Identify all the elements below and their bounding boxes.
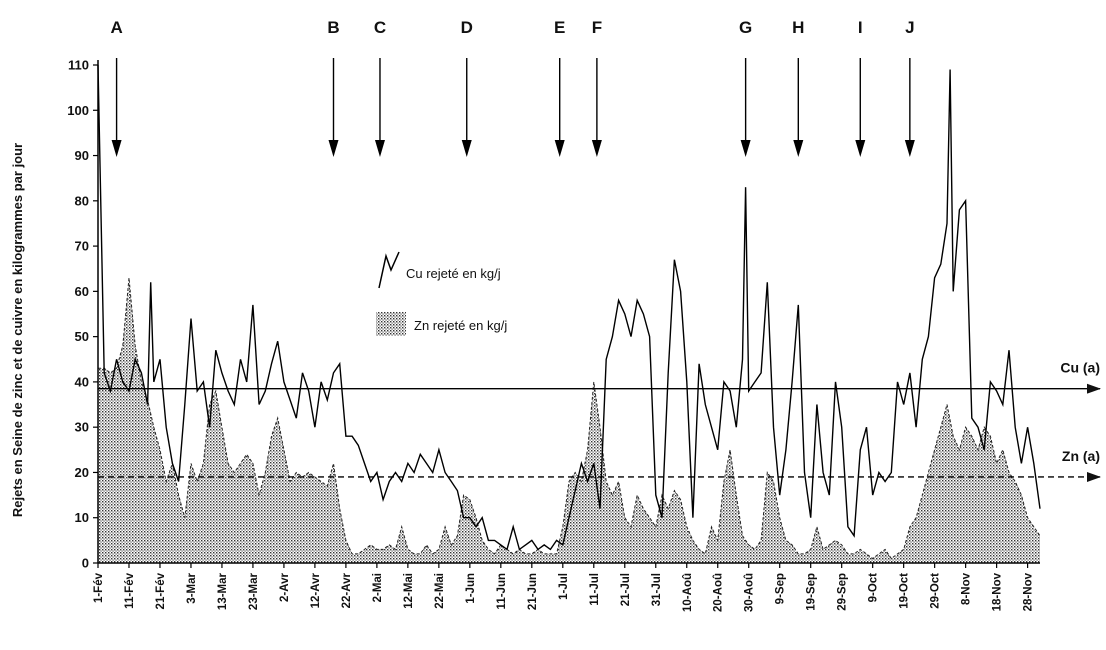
event-label: C — [374, 18, 386, 37]
y-axis-label: Rejets en Seine de zinc et de cuivre en … — [10, 143, 25, 517]
legend: Cu rejeté en kg/j Zn rejeté en kg/j — [376, 251, 507, 336]
legend-zn-swatch — [376, 312, 406, 336]
x-ticks: 1-Fév 11-Fév 21-Fév 3-Mar 13-Mar 23-Mar 2-Avr 1… — [93, 563, 1035, 612]
x-tick-label: 11-Jul — [589, 573, 601, 606]
x-tick-label: 3-Mar — [186, 572, 198, 603]
y-tick-label: 90 — [75, 148, 89, 163]
x-tick-label: 21-Jun — [527, 573, 539, 610]
x-tick-label: 10-Aoû — [682, 573, 694, 612]
x-tick-label: 18-Nov — [992, 572, 1004, 611]
x-tick-label: 2-Mai — [372, 573, 384, 602]
x-tick-label: 23-Mar — [248, 572, 260, 610]
event-arrow-head — [554, 140, 565, 157]
event-label: A — [110, 18, 122, 37]
x-tick-label: 11-Fév — [124, 572, 136, 608]
event-arrow-head — [111, 140, 122, 157]
y-tick-label: 0 — [82, 556, 89, 571]
event-label: B — [327, 18, 339, 37]
legend-cu-symbol — [378, 251, 400, 289]
plot-area: Cu (a) Zn (a) 0 10 20 30 40 50 60 70 80 90 100 110 1… — [67, 18, 1101, 612]
y-tick-label: 10 — [75, 510, 89, 525]
y-tick-label: 80 — [75, 193, 89, 208]
legend-zn-label: Zn rejeté en kg/j — [414, 318, 507, 333]
x-tick-label: 31-Jul — [651, 573, 663, 606]
y-tick-label: 40 — [75, 374, 89, 389]
x-tick-label: 28-Nov — [1023, 572, 1035, 611]
event-label: D — [461, 18, 473, 37]
event-arrow-head — [591, 140, 602, 157]
threshold-label: Zn (a) — [1062, 448, 1100, 464]
x-tick-label: 2-Avr — [279, 572, 291, 601]
y-tick-label: 60 — [75, 284, 89, 299]
event-arrow-head — [855, 140, 866, 157]
x-tick-label: 9-Oct — [868, 573, 880, 603]
x-tick-label: 19-Sep — [806, 573, 818, 611]
zn-series-area — [98, 277, 1040, 563]
x-tick-label: 1-Fév — [93, 572, 105, 603]
y-tick-label: 20 — [75, 465, 89, 480]
x-tick-label: 1-Jul — [558, 573, 570, 600]
event-markers: A B C D E F G H I J — [110, 18, 915, 157]
axes — [97, 60, 1040, 564]
x-tick-label: 22-Avr — [341, 572, 353, 608]
x-tick-label: 9-Sep — [775, 573, 787, 604]
event-arrow-head — [328, 140, 339, 157]
legend-cu-label: Cu rejeté en kg/j — [406, 266, 501, 281]
event-arrow-head — [461, 140, 472, 157]
x-tick-label: 29-Sep — [837, 573, 849, 611]
event-arrow-head — [740, 140, 751, 157]
x-tick-label: 12-Avr — [310, 572, 322, 608]
x-tick-label: 12-Mai — [403, 573, 415, 609]
x-tick-label: 22-Mai — [434, 573, 446, 609]
y-tick-label: 110 — [68, 58, 89, 73]
x-tick-label: 8-Nov — [961, 572, 973, 605]
y-tick-label: 50 — [75, 329, 89, 344]
threshold-lines: Cu (a) Zn (a) — [98, 360, 1101, 482]
event-arrow-head — [904, 140, 915, 157]
event-arrow-head — [793, 140, 804, 157]
y-tick-label: 100 — [67, 103, 89, 118]
event-label: F — [592, 18, 602, 37]
cu-series-line — [97, 64, 1041, 551]
x-tick-label: 20-Aoû — [713, 573, 725, 612]
x-tick-label: 29-Oct — [930, 573, 942, 609]
threshold-label: Cu (a) — [1060, 360, 1100, 376]
y-ticks: 0 10 20 30 40 50 60 70 80 90 100 110 — [67, 58, 98, 571]
event-label: H — [792, 18, 804, 37]
x-tick-label: 1-Jun — [465, 573, 477, 604]
y-tick-label: 70 — [75, 239, 89, 254]
x-tick-label: 13-Mar — [217, 572, 229, 610]
event-label: J — [905, 18, 914, 37]
x-tick-label: 21-Fév — [155, 572, 167, 609]
event-label: I — [858, 18, 863, 37]
x-tick-label: 30-Aoû — [744, 573, 756, 612]
event-label: G — [739, 18, 752, 37]
x-tick-label: 21-Jul — [620, 573, 632, 606]
event-arrow-head — [374, 140, 385, 157]
x-tick-label: 19-Oct — [899, 573, 911, 609]
zn-series-outline — [98, 277, 1041, 560]
event-label: E — [554, 18, 565, 37]
y-tick-label: 30 — [75, 420, 89, 435]
x-tick-label: 11-Jun — [496, 573, 508, 609]
